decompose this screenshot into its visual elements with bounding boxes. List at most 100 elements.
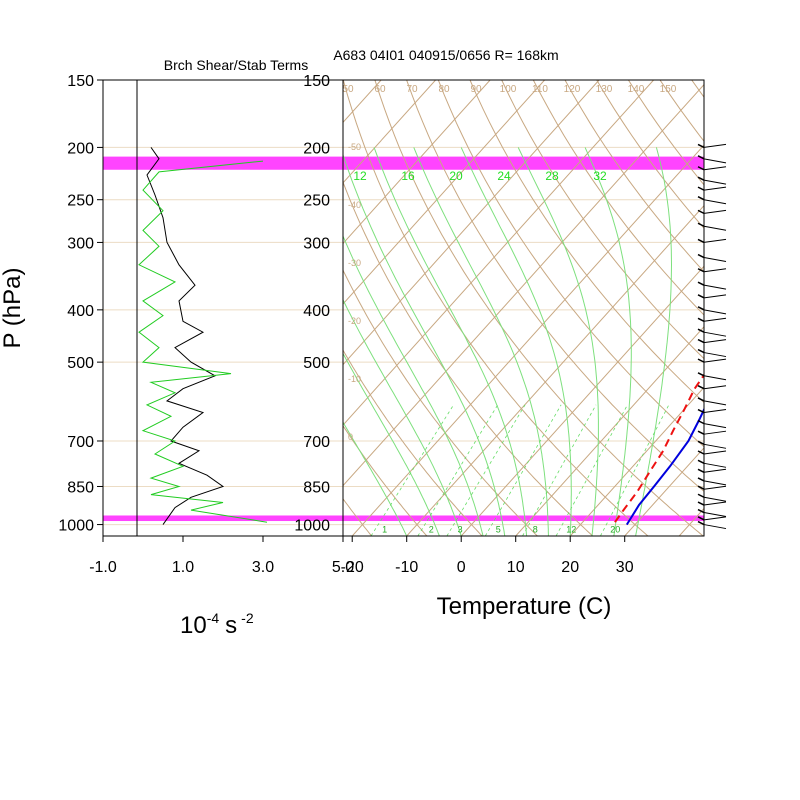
right-panel-title: A683 04I01 040915/0656 R= 168km	[333, 47, 558, 63]
left-y-tick-label: 200	[67, 140, 94, 157]
wind-barb-shaft	[703, 238, 727, 243]
mixing-ratio-line	[555, 404, 628, 536]
dry-adiabat-label: 80	[438, 84, 450, 95]
wind-barb-shaft	[703, 409, 727, 414]
right-x-tick-label: 0	[457, 559, 466, 576]
wind-barb-flag	[697, 520, 705, 526]
right-panel-frame	[342, 79, 705, 537]
right-x-tick-label: 20	[561, 559, 579, 576]
wind-barb-shaft	[703, 339, 727, 344]
isotherm-line	[343, 80, 436, 184]
wind-barb-flag	[697, 348, 705, 354]
wind-barb-shaft	[703, 186, 727, 191]
isotherm-label: 0	[348, 432, 353, 442]
left-series-group	[138, 147, 268, 525]
moist-adiabat-line	[517, 147, 599, 536]
wind-barb-shaft	[703, 166, 727, 171]
dry-adiabat-label: 140	[628, 84, 645, 95]
wind-barb-shaft	[703, 309, 727, 315]
isotherm-label: -30	[348, 258, 361, 268]
moist-adiabat-line	[343, 298, 462, 536]
wind-barbs	[697, 143, 727, 530]
wind-barb-shaft	[703, 385, 727, 390]
mixing-ratio-label: 1	[382, 525, 387, 535]
wind-barb-shaft	[703, 225, 727, 231]
wind-barb-shaft	[703, 462, 727, 468]
right-x-tick-label: 10	[507, 559, 525, 576]
wind-barb-flag	[697, 358, 705, 363]
dry-adiabat-label: 150	[660, 84, 677, 95]
isotherm-line	[0, 80, 327, 536]
wind-barb-flag	[697, 186, 705, 191]
skewt-panel: A683 04I01 040915/0656 R= 168km 1 2 3 5 8 12 2…	[0, 47, 727, 620]
wind-barb-flag	[697, 385, 705, 390]
right-x-tick-labels: -20 -10 0 10 20 30	[341, 536, 634, 576]
moist-adiabat-line	[413, 147, 549, 536]
right-y-tick-label: 850	[303, 479, 330, 496]
dry-adiabat-line	[406, 80, 704, 493]
left-y-tick-label: 500	[67, 355, 94, 372]
wind-barb-shaft	[703, 516, 727, 521]
dry-adiabat-label: 90	[470, 84, 482, 95]
isotherm-line	[343, 80, 600, 366]
isotherm-line	[343, 80, 491, 245]
wind-barb-flag	[697, 430, 705, 435]
isotherm-label: -20	[348, 316, 361, 326]
left-y-tick-label: 250	[67, 193, 94, 210]
wind-barb-flag	[697, 516, 705, 521]
wind-barb-flag	[697, 253, 705, 259]
dry-adiabat-label: 110	[532, 84, 548, 95]
dry-adiabat-line	[343, 268, 538, 536]
isotherm-label: -10	[348, 374, 361, 384]
moist-adiabat-line	[343, 153, 506, 536]
right-y-tick-label: 250	[303, 193, 330, 210]
wind-barb-flag	[697, 372, 705, 377]
right-y-tick-label: 150	[303, 73, 330, 90]
wind-barb-shaft	[703, 468, 727, 473]
wind-barb-flag	[697, 468, 705, 473]
wind-barb-flag	[697, 450, 705, 455]
dry-adiabat-label: 120	[564, 84, 581, 95]
wind-barb-shaft	[703, 496, 727, 502]
dry-adiabat-label: 50	[342, 84, 354, 95]
wind-barb-flag	[697, 485, 705, 490]
isotherm-line	[515, 326, 704, 536]
left-panel-title: Brch Shear/Stab Terms	[164, 57, 308, 73]
left-x-tick-label: -1.0	[89, 559, 117, 576]
right-y-tick-label: 1000	[294, 518, 330, 535]
temperature-profile-line	[625, 407, 704, 526]
right-y-tick-label: 700	[303, 434, 330, 451]
wind-barb-flag	[697, 477, 705, 482]
wind-barb-shaft	[703, 284, 727, 290]
wind-barb-shaft	[703, 257, 727, 263]
dry-adiabat-line	[469, 80, 704, 404]
mixing-ratio-line	[484, 404, 562, 536]
dry-adiabat-label: 130	[596, 84, 613, 95]
wind-barb-flag	[697, 419, 705, 425]
mixing-ratio-line	[417, 404, 499, 536]
isotherm-line	[351, 144, 704, 536]
wind-barb-flag	[697, 222, 705, 227]
left-y-tick-labels: 150 200 250 300 400 500 700 850 1000	[58, 73, 103, 535]
wind-barb-shaft	[703, 524, 727, 530]
wind-barb-shaft	[703, 512, 727, 518]
left-highlight-bands	[103, 156, 343, 522]
wind-barb-flag	[697, 155, 705, 160]
right-x-tick-label: 30	[616, 559, 634, 576]
wind-barb-flag	[697, 440, 705, 445]
isotherm-line	[0, 80, 272, 536]
moist-adiabat-line	[635, 147, 673, 536]
shear-stability-panel: Brch Shear/Stab Terms 150200250300400500…	[0, 57, 354, 639]
dry-adiabat-line	[153, 80, 316, 536]
moist-adiabat-line	[460, 147, 572, 536]
wind-barb-flag	[697, 143, 705, 149]
mixing-ratio-line	[600, 404, 670, 536]
sounding-profiles	[612, 373, 704, 526]
dry-adiabat-label: 60	[374, 84, 386, 95]
dry-adiabat-line	[343, 497, 372, 536]
isotherm-line	[406, 204, 704, 536]
moist-adiabat-label: 32	[593, 169, 607, 183]
left-x-tick-label: 5.0	[332, 559, 354, 576]
isotherm-line	[624, 447, 704, 536]
left-x-tick-label: 3.0	[252, 559, 274, 576]
